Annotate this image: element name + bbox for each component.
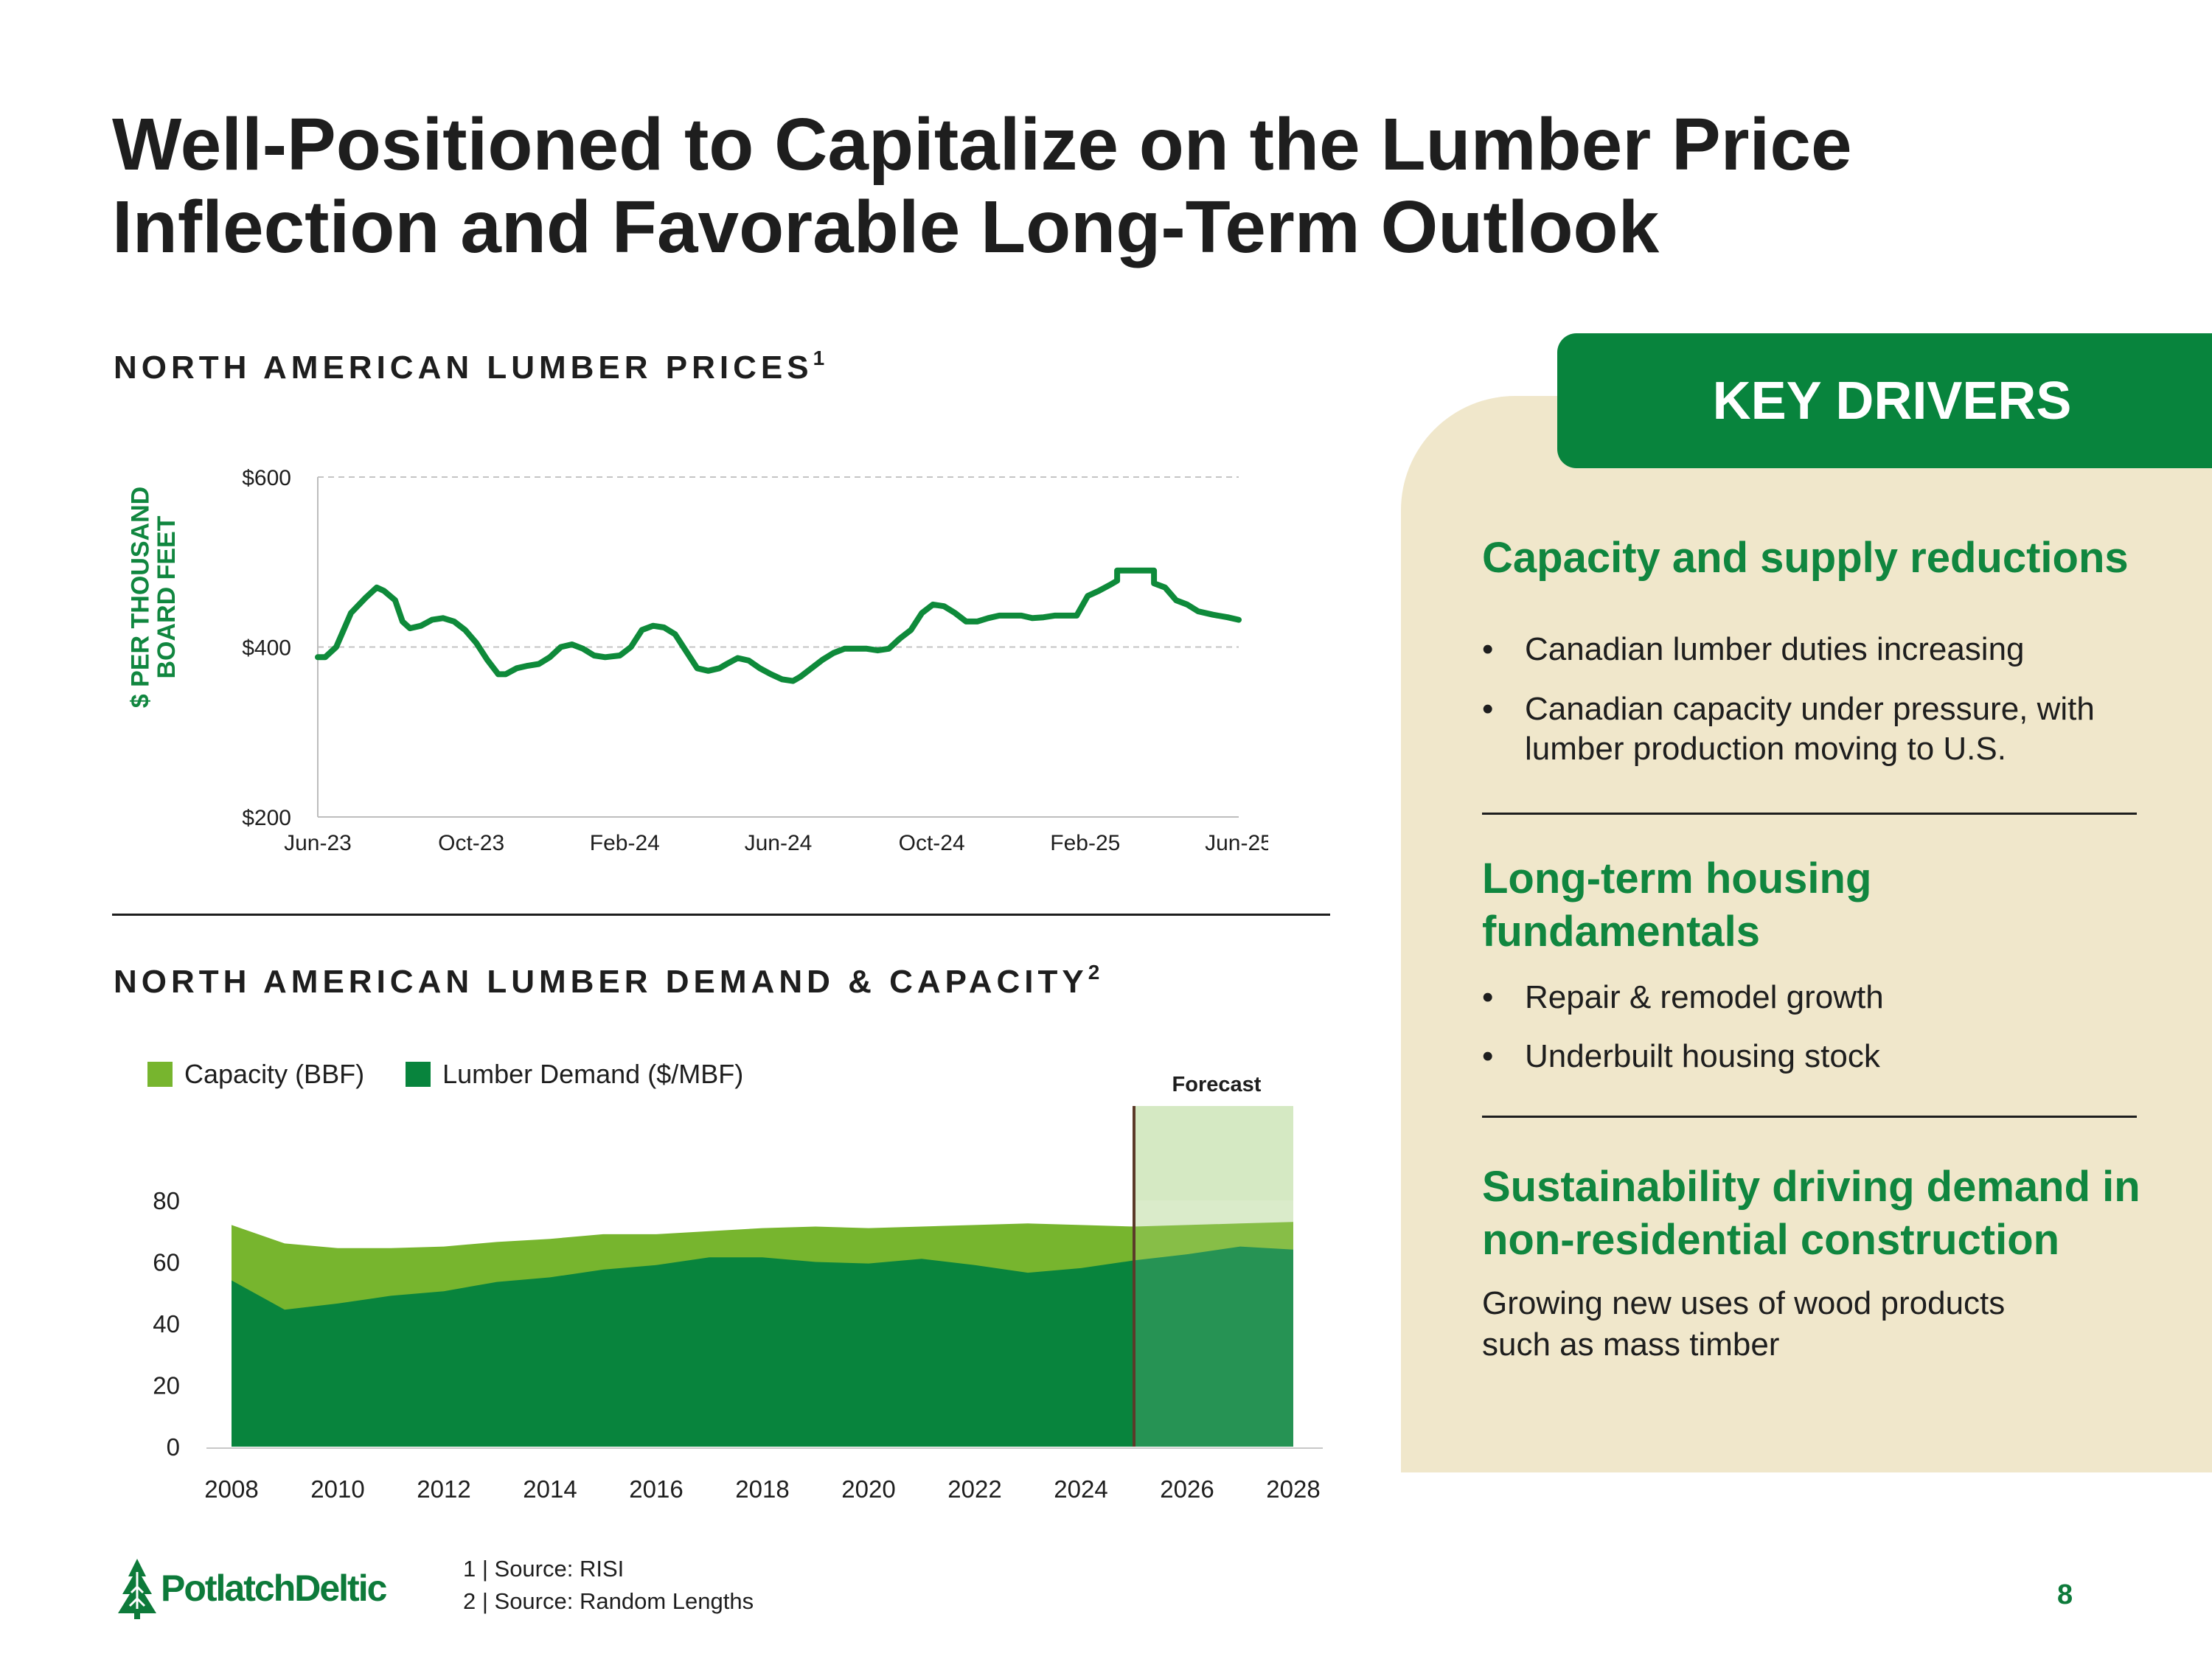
- key-drivers-header: KEY DRIVERS: [1557, 333, 2212, 468]
- logo-wordmark: PotlatchDeltic: [161, 1568, 387, 1609]
- prices-series-line: [315, 567, 1242, 684]
- source-notes: 1 | Source: RISI 2 | Source: Random Leng…: [463, 1553, 754, 1618]
- prices-x-tick-label: Oct-24: [899, 831, 965, 855]
- source-note: 1 | Source: RISI: [463, 1556, 625, 1582]
- prices-y-tick-label: $400: [242, 636, 291, 661]
- dc-x-tick-label: 2018: [735, 1475, 789, 1503]
- tree-logo-icon: [118, 1559, 156, 1619]
- prices-chart-heading-text: NORTH AMERICAN LUMBER PRICES: [114, 349, 813, 386]
- panel-divider: [1482, 813, 2137, 815]
- dc-x-tick-label: 2010: [310, 1475, 364, 1503]
- dc-x-tick-label: 2020: [841, 1475, 895, 1503]
- dc-y-tick-label: 0: [167, 1433, 180, 1461]
- legend-item-demand: Lumber Demand ($/MBF): [406, 1059, 743, 1090]
- dc-x-tick-label: 2014: [523, 1475, 577, 1503]
- panel-divider: [1482, 1116, 2137, 1118]
- dc-x-tick-label: 2008: [204, 1475, 258, 1503]
- driver-bullet-text: Underbuilt housing stock: [1525, 1038, 1880, 1074]
- dc-x-tick-label: 2022: [947, 1475, 1001, 1503]
- dc-x-tick-label: 2016: [629, 1475, 683, 1503]
- forecast-overlay: [1134, 1200, 1293, 1447]
- driver-bullet-text: Canadian lumber duties increasing: [1525, 631, 2025, 667]
- dc-y-tick-label: 40: [153, 1310, 180, 1338]
- driver-bullet-text: Canadian capacity under pressure, with l…: [1525, 691, 2095, 767]
- dc-y-tick-label: 80: [153, 1187, 180, 1214]
- driver-text-sustainability: Growing new uses of wood products such a…: [1482, 1285, 2006, 1363]
- dc-x-tick-label: 2012: [417, 1475, 470, 1503]
- driver-heading-capacity: Capacity and supply reductions: [1482, 534, 2129, 582]
- prices-y-axis-label-line: $ PER THOUSAND: [127, 487, 155, 708]
- prices-y-axis-label: $ PER THOUSANDBOARD FEET: [127, 487, 181, 708]
- prices-x-tick-label: Oct-23: [438, 831, 504, 855]
- bullet-dot: •: [1482, 979, 1494, 1015]
- prices-x-tick-label: Feb-24: [590, 831, 660, 855]
- driver-bullet: • Canadian capacity under pressure, with…: [1482, 689, 2146, 769]
- demand-footnote-marker: 2: [1088, 961, 1102, 984]
- prices-chart-heading: NORTH AMERICAN LUMBER PRICES1: [114, 347, 826, 386]
- dc-x-tick-label: 2026: [1160, 1475, 1214, 1503]
- page-title-line-1: Well-Positioned to Capitalize on the Lum…: [112, 103, 1852, 186]
- dc-y-tick-label: 60: [153, 1249, 180, 1276]
- lumber-prices-chart: $ PER THOUSANDBOARD FEET $200 $400 $600 Jun…: [127, 466, 1269, 855]
- demand-chart-heading-text: NORTH AMERICAN LUMBER DEMAND & CAPACITY: [114, 964, 1088, 1000]
- bullet-dot: •: [1482, 1038, 1494, 1074]
- bullet-dot: •: [1482, 691, 1494, 727]
- prices-y-tick-label: $200: [242, 806, 291, 830]
- forecast-label: Forecast: [1172, 1073, 1262, 1096]
- page-title-line-2: Inflection and Favorable Long-Term Outlo…: [112, 186, 1660, 268]
- source-note: 2 | Source: Random Lengths: [463, 1588, 754, 1614]
- page-number: 8: [2057, 1579, 2073, 1610]
- prices-x-tick-label: Feb-25: [1050, 831, 1120, 855]
- prices-y-tick-label: $600: [242, 466, 291, 490]
- prices-y-axis-label-line: BOARD FEET: [153, 515, 181, 678]
- dc-x-tick-label: 2024: [1054, 1475, 1107, 1503]
- bullet-dot: •: [1482, 631, 1494, 667]
- prices-footnote-marker: 1: [813, 347, 827, 369]
- demand-area: [232, 1246, 1293, 1447]
- lumber-demand-capacity-chart: Forecast 0 20 40 60 80 2008 2010 2012 2014 2016 201…: [153, 1073, 1323, 1503]
- legend-swatch-demand: [406, 1062, 431, 1087]
- page-title: Well-Positioned to Capitalize on the Lum…: [112, 103, 2029, 268]
- legend-item-capacity: Capacity (BBF): [147, 1059, 364, 1090]
- dc-x-tick-label: 2028: [1266, 1475, 1320, 1503]
- driver-bullet: • Underbuilt housing stock: [1482, 1037, 2146, 1077]
- dc-y-tick-label: 20: [153, 1372, 180, 1399]
- driver-bullet-text: Repair & remodel growth: [1525, 979, 1884, 1015]
- legend-swatch-capacity: [147, 1062, 173, 1087]
- driver-bullet: • Repair & remodel growth: [1482, 978, 2146, 1018]
- demand-chart-legend: Capacity (BBF) Lumber Demand ($/MBF): [147, 1059, 785, 1090]
- key-drivers-panel: [1401, 396, 2212, 1472]
- prices-x-tick-label: Jun-23: [284, 831, 352, 855]
- prices-x-tick-label: Jun-24: [745, 831, 813, 855]
- section-divider: [112, 914, 1330, 916]
- driver-heading-housing: Long-term housing fundamentals: [1482, 855, 1872, 956]
- demand-chart-heading: NORTH AMERICAN LUMBER DEMAND & CAPACITY2: [114, 961, 1101, 1001]
- prices-x-tick-label: Jun-25: [1205, 831, 1268, 855]
- driver-bullet: • Canadian lumber duties increasing: [1482, 630, 2146, 669]
- potlatchdeltic-logo: PotlatchDeltic: [116, 1557, 387, 1619]
- legend-label-capacity: Capacity (BBF): [184, 1059, 365, 1089]
- driver-heading-sustainability: Sustainability driving demand in non-res…: [1482, 1163, 2140, 1264]
- legend-label-demand: Lumber Demand ($/MBF): [442, 1059, 744, 1089]
